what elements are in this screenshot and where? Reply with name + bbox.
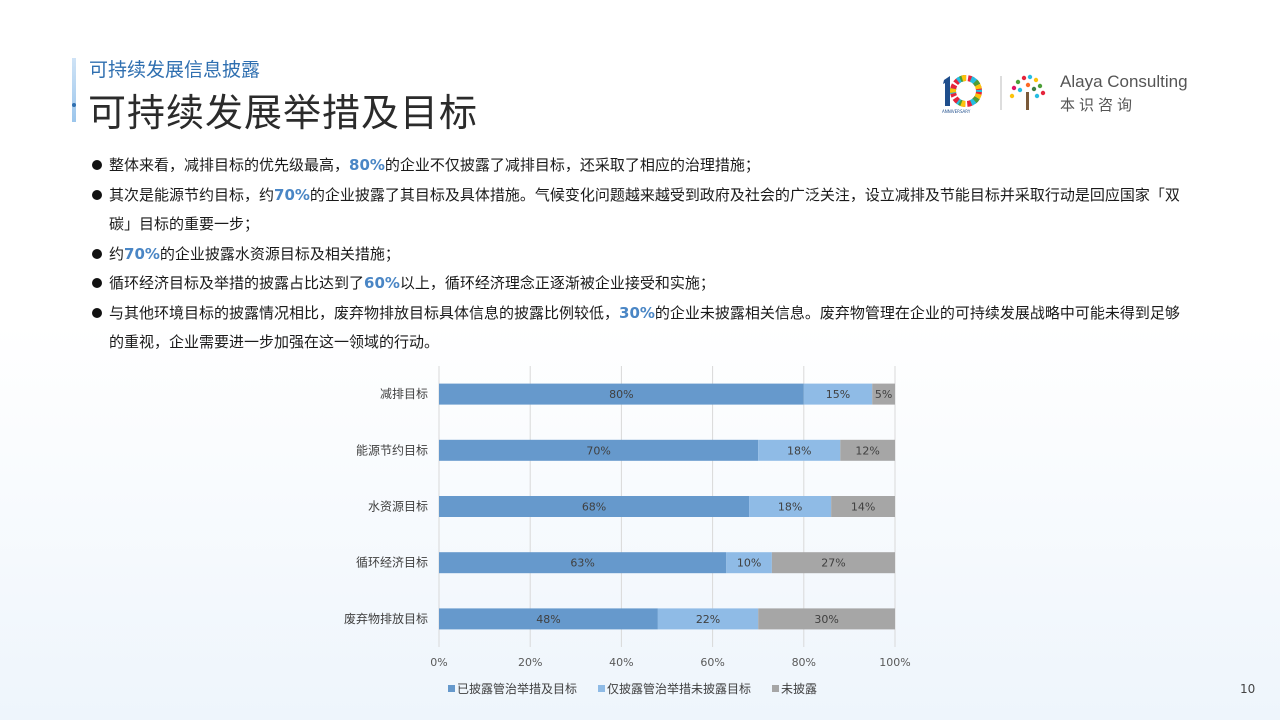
accent-bar (72, 58, 76, 122)
data-label: 27% (821, 557, 845, 570)
data-label: 15% (826, 388, 850, 401)
data-label: 12% (855, 444, 879, 457)
bar-segment (831, 496, 895, 517)
legend-entry: 仅披露管治举措未披露目标 (607, 681, 751, 696)
bar-segment (872, 383, 895, 405)
section-subtitle: 可持续发展信息披露 (89, 59, 261, 81)
legend-entry: 已披露管治举措及目标 (457, 681, 577, 696)
bar-segment (758, 608, 895, 630)
category-label: 废弃物排放目标 (344, 611, 428, 626)
anniversary-text: ANNIVERSARY (942, 109, 971, 114)
bullet-item: 与其他环境目标的披露情况相比，废弃物排放目标具体信息的披露比例较低，30%的企业… (90, 299, 1180, 358)
data-label: 18% (787, 444, 811, 457)
legend-swatch (772, 685, 779, 692)
bar-segment (439, 608, 658, 630)
tree-icon (1009, 74, 1046, 110)
category-label: 水资源目标 (368, 500, 428, 514)
data-label: 70% (586, 444, 610, 457)
page-number: 10 (1240, 682, 1256, 696)
bar-segment (771, 552, 895, 574)
legend-swatch (448, 685, 455, 692)
bar-segment (657, 608, 759, 630)
data-label: 10% (737, 557, 761, 570)
logo-name-cn: 本识咨询 (1060, 96, 1137, 114)
bar-segment (439, 439, 759, 461)
x-tick-label: 100% (879, 656, 910, 669)
x-tick-label: 60% (700, 656, 724, 669)
bullet-item: 约70%的企业披露水资源目标及相关措施； (90, 240, 1180, 270)
logo-name-en: Alaya Consulting (1060, 72, 1188, 91)
bar-segment (758, 439, 841, 461)
x-tick-label: 20% (518, 656, 542, 669)
x-tick-label: 40% (609, 656, 633, 669)
data-label: 63% (570, 557, 594, 570)
anniversary-10-icon: ANNIVERSARY (942, 75, 982, 114)
x-tick-label: 80% (792, 656, 816, 669)
accent-dot (72, 103, 76, 107)
bar-segment (439, 496, 750, 517)
bullet-item: 整体来看，减排目标的优先级最高，80%的企业不仅披露了减排目标，还采取了相应的治… (90, 151, 1180, 181)
bullet-item: 其次是能源节约目标，约70%的企业披露了其目标及具体措施。气候变化问题越来越受到… (90, 181, 1180, 240)
data-label: 48% (536, 613, 560, 626)
x-tick-label: 0% (430, 656, 447, 669)
company-logo: ANNIVERSARY (942, 74, 1046, 114)
page-title: 可持续发展举措及目标 (88, 91, 479, 135)
bullet-list: 整体来看，减排目标的优先级最高，80%的企业不仅披露了减排目标，还采取了相应的治… (90, 151, 1180, 358)
bar-segment (840, 439, 895, 461)
data-label: 18% (778, 501, 802, 514)
data-label: 30% (814, 613, 838, 626)
bullet-item: 循环经济目标及举措的披露占比达到了60%以上，循环经济理念正逐渐被企业接受和实施… (90, 269, 1180, 299)
category-label: 能源节约目标 (356, 442, 428, 457)
data-label: 22% (696, 613, 720, 626)
category-label: 循环经济目标 (356, 555, 428, 570)
bar-segment (726, 552, 772, 574)
data-label: 14% (851, 501, 875, 514)
category-label: 减排目标 (380, 387, 428, 401)
legend-entry: 未披露 (781, 682, 817, 696)
bar-segment (803, 383, 873, 405)
bar-segment (439, 383, 804, 405)
bar-segment (439, 552, 727, 574)
bar-segment (749, 496, 832, 517)
data-label: 80% (609, 388, 633, 401)
data-label: 5% (875, 388, 892, 401)
legend-swatch (598, 685, 605, 692)
data-label: 68% (582, 501, 606, 514)
